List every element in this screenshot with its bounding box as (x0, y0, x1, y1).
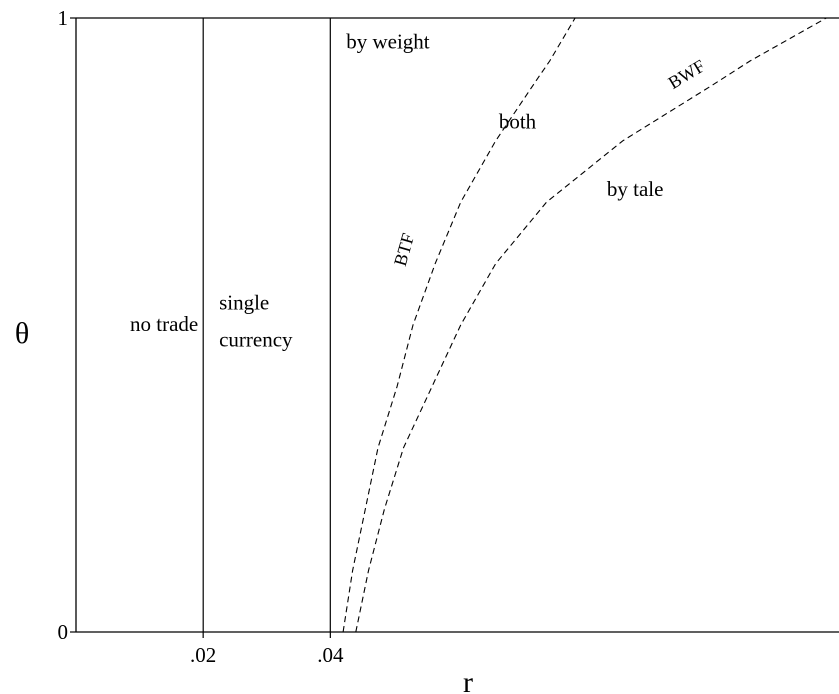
series-btf-curve (342, 17, 576, 633)
region-label-by-weight: by weight (346, 30, 430, 54)
y-axis-title: θ (15, 317, 29, 350)
region-label-currency: currency (219, 327, 293, 351)
region-label-by-tale: by tale (607, 177, 664, 201)
region-label-single: single (219, 291, 269, 315)
y-tick-label-2: 1 (58, 6, 69, 30)
curve-labels: BTF BWF (390, 56, 708, 269)
region-label-no-trade: no trade (130, 312, 198, 336)
series-layer (202, 17, 827, 633)
tick-layer: .02 .04 0 1 (58, 6, 344, 667)
x-tick-label-1: .02 (190, 643, 216, 667)
region-label-both: both (499, 110, 537, 134)
y-tick-label-1: 0 (58, 620, 69, 644)
region-labels: no trade single currency by weight both by ta… (130, 30, 663, 352)
series-bwf-curve (355, 17, 827, 633)
curve-label-bwf: BWF (665, 56, 709, 93)
x-axis-title: r (463, 666, 473, 694)
x-tick-label-2: .04 (317, 643, 344, 667)
curve-label-btf: BTF (390, 231, 418, 268)
